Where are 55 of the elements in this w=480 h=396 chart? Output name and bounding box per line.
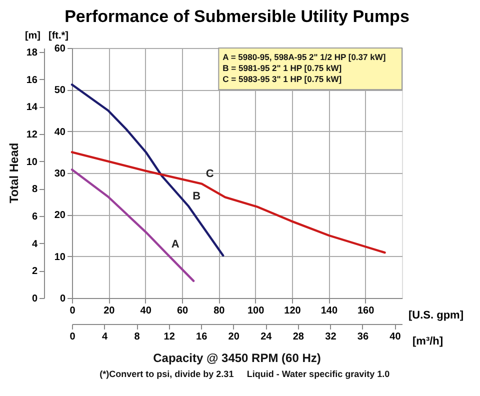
x2-tick-label: 36 xyxy=(357,332,369,342)
y-tick-label: 60 xyxy=(54,44,66,54)
y2-tick-label: 12 xyxy=(26,130,38,141)
y2-tick-label: 0 xyxy=(32,294,38,304)
annotation: A = 5980-95, 598A-95 2" 1/2 HP [0.37 kW] xyxy=(222,52,386,62)
x2-tick-label: 40 xyxy=(390,332,402,342)
y2-tick-label: 4 xyxy=(32,238,38,250)
x-tick-label: 20 xyxy=(104,306,116,316)
y2-tick-label: 18 xyxy=(26,48,38,59)
annotation: C = 5983-95 3" 1 HP [0.75 kW] xyxy=(222,74,342,84)
x2-tick-label: 28 xyxy=(292,332,304,342)
text: Liquid - Water specific gravity 1.0 xyxy=(246,369,390,379)
x-tick-label: 80 xyxy=(214,306,226,316)
x2-tick-label: 0 xyxy=(70,332,76,342)
chart-title: Performance of Submersible Utility Pumps xyxy=(64,7,410,26)
annotation: A xyxy=(171,238,180,250)
text: Capacity @ 3450 RPM (60 Hz) xyxy=(153,351,321,365)
y-tick-label: 40 xyxy=(54,126,66,138)
y-tick-label: 30 xyxy=(54,168,66,180)
y2-tick-label: 6 xyxy=(32,212,38,223)
y2-tick-label: 2 xyxy=(32,266,38,278)
x-tick-label: 160 xyxy=(357,306,375,316)
x2-tick-label: 24 xyxy=(260,332,272,342)
x2-tick-label: 16 xyxy=(196,332,208,342)
y2-tick-label: 14 xyxy=(26,102,38,114)
y2-tick-label: 16 xyxy=(26,74,38,86)
x-tick-label: 0 xyxy=(70,306,76,316)
y2-tick-label: 8 xyxy=(32,184,38,196)
x2-tick-label: 32 xyxy=(325,332,337,342)
annotation: B = 5981-95 2" 1 HP [0.75 kW] xyxy=(222,63,342,73)
x-tick-label: 60 xyxy=(176,306,188,316)
x2-tick-label: 4 xyxy=(102,332,108,342)
y2-axis-title: [m] xyxy=(24,30,40,42)
x2-tick-label: 20 xyxy=(228,332,240,342)
line-series xyxy=(70,168,195,282)
y-tick-label: 20 xyxy=(54,210,66,222)
line-series xyxy=(70,151,386,254)
y-tick-label: 50 xyxy=(54,85,66,96)
y-tick-label: 10 xyxy=(54,252,66,263)
line-series xyxy=(70,84,224,257)
x2-axis-title: [m³/h] xyxy=(412,336,444,348)
x-tick-label: 140 xyxy=(320,306,338,316)
x-tick-label: 100 xyxy=(247,306,265,316)
x-axis-title: [U.S. gpm] xyxy=(408,310,464,322)
text: Total Head xyxy=(7,142,21,204)
annotation: B xyxy=(192,190,201,202)
x2-tick-label: 8 xyxy=(134,332,140,342)
y2-tick-label: 10 xyxy=(26,156,38,168)
x-tick-label: 120 xyxy=(284,306,302,316)
y-axis-title: [ft.*] xyxy=(48,30,68,42)
x-tick-label: 40 xyxy=(140,306,152,316)
x2-tick-label: 12 xyxy=(164,332,176,342)
y-tick-label: 0 xyxy=(60,294,66,304)
annotation: C xyxy=(206,168,214,180)
text: (*)Convert to psi, divide by 2.31 xyxy=(100,369,234,379)
